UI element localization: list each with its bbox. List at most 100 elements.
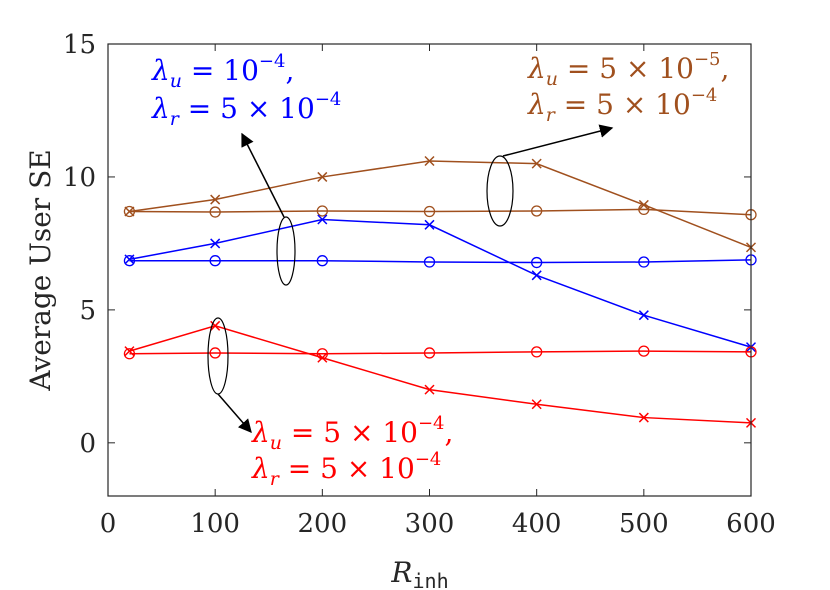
series-brown-circle [123, 203, 757, 221]
data-point [209, 206, 221, 218]
annotation-text: u [170, 70, 182, 92]
annotation-red: λu = 5 × 10−4,λr = 5 × 10−4 [251, 413, 453, 490]
y-tick-label: 15 [63, 30, 96, 60]
data-point [424, 155, 435, 167]
annotation-text: = 5 × 10 [279, 452, 415, 485]
series-line [129, 259, 752, 264]
brown-group-ellipse [486, 155, 514, 227]
series-line [129, 325, 752, 424]
x-axis-label: Rinh [390, 556, 448, 590]
ticks-layer: 0 100 200 300 400 500 600 0 5 10 15 [63, 30, 776, 539]
data-point [209, 255, 221, 267]
brown-group-arrow [502, 124, 614, 157]
annotation-labels: λu = 10−4,λr = 5 × 10−4λu = 5 × 10−5,λr … [151, 49, 729, 490]
annotation-text: = 5 × 10 [179, 92, 315, 125]
annotation-blue-line2: λr = 5 × 10−4 [151, 89, 341, 130]
data-point [317, 214, 328, 225]
x-axis-label-subscript: inh [412, 569, 448, 590]
y-tick-label: 10 [63, 163, 96, 193]
data-point [123, 348, 136, 360]
series-red-cross [124, 320, 757, 428]
annotation-red-line1: λu = 5 × 10−4, [251, 413, 453, 454]
annotation-callouts [207, 124, 614, 434]
annotation-text: λ [527, 52, 546, 85]
annotation-brown-line2: λr = 5 × 10−4 [527, 85, 717, 126]
data-point [210, 320, 221, 331]
data-point [531, 399, 542, 410]
annotation-text: −4 [418, 413, 445, 434]
annotation-text: = 10 [182, 54, 259, 87]
annotation-text: −4 [259, 51, 286, 72]
data-point [424, 219, 435, 230]
annotation-text: u [546, 68, 558, 90]
data-point [210, 238, 221, 249]
annotation-blue: λu = 10−4,λr = 5 × 10−4 [151, 51, 341, 130]
annotation-text: λ [251, 452, 270, 485]
data-point [638, 203, 650, 216]
data-point [638, 256, 650, 268]
data-point [317, 352, 328, 363]
data-point [123, 205, 136, 218]
blue-group-arrow [241, 132, 285, 218]
annotation-red-line2: λr = 5 × 10−4 [251, 449, 441, 490]
annotation-text: = 5 × 10 [558, 52, 694, 85]
annotation-brown: λu = 5 × 10−5,λr = 5 × 10−4 [527, 49, 729, 126]
data-point [317, 171, 328, 182]
data-point [531, 270, 542, 281]
data-point [531, 256, 543, 269]
y-tick-label: 0 [79, 429, 96, 459]
data-point [531, 346, 543, 358]
annotation-text: = 5 × 10 [282, 416, 418, 449]
x-tick-label: 600 [726, 509, 776, 539]
annotation-text: r [270, 468, 281, 490]
annotation-text: = 5 × 10 [555, 88, 691, 121]
data-point [316, 348, 328, 360]
annotation-text: r [546, 104, 557, 126]
annotation-text: λ [151, 54, 170, 87]
x-tick-label: 300 [405, 509, 455, 539]
annotation-text: , [445, 416, 454, 449]
data-point [124, 206, 135, 217]
x-tick-label: 400 [512, 509, 562, 539]
data-point [638, 345, 650, 357]
data-point [638, 310, 649, 321]
data-point [210, 194, 221, 205]
x-axis-label-symbol: R [390, 556, 412, 589]
annotation-text: −5 [694, 49, 721, 70]
data-point [531, 205, 543, 217]
data-point [423, 205, 436, 218]
x-tick-label: 0 [100, 509, 117, 539]
data-point [638, 412, 649, 423]
annotation-text: , [285, 54, 294, 87]
x-tick-label: 500 [619, 509, 669, 539]
annotation-text: −4 [315, 89, 342, 110]
x-tick-label: 200 [298, 509, 348, 539]
series-red-circle [123, 345, 757, 360]
data-point [423, 256, 436, 268]
series-brown-cross [124, 155, 757, 253]
annotation-text: −4 [415, 449, 442, 470]
data-point [423, 347, 436, 359]
data-point [123, 255, 136, 267]
annotation-text: λ [151, 92, 170, 125]
annotation-blue-line1: λu = 10−4, [151, 51, 294, 92]
data-point [531, 158, 542, 169]
data-point [316, 255, 328, 267]
annotation-text: , [721, 52, 730, 85]
series-blue-circle [123, 254, 757, 269]
annotation-text: λ [251, 416, 270, 449]
data-point [316, 205, 328, 217]
data-point [209, 347, 221, 359]
series-line [129, 208, 752, 216]
annotation-text: r [170, 108, 181, 130]
data-point [424, 384, 435, 395]
x-tick-label: 100 [190, 509, 240, 539]
series-line [129, 350, 752, 355]
series-line [129, 160, 752, 249]
annotation-text: u [270, 432, 282, 454]
series-layer [123, 155, 757, 428]
y-axis-label: Average User SE [24, 149, 57, 391]
blue-group-ellipse [276, 216, 296, 286]
annotation-brown-line1: λu = 5 × 10−5, [527, 49, 729, 90]
